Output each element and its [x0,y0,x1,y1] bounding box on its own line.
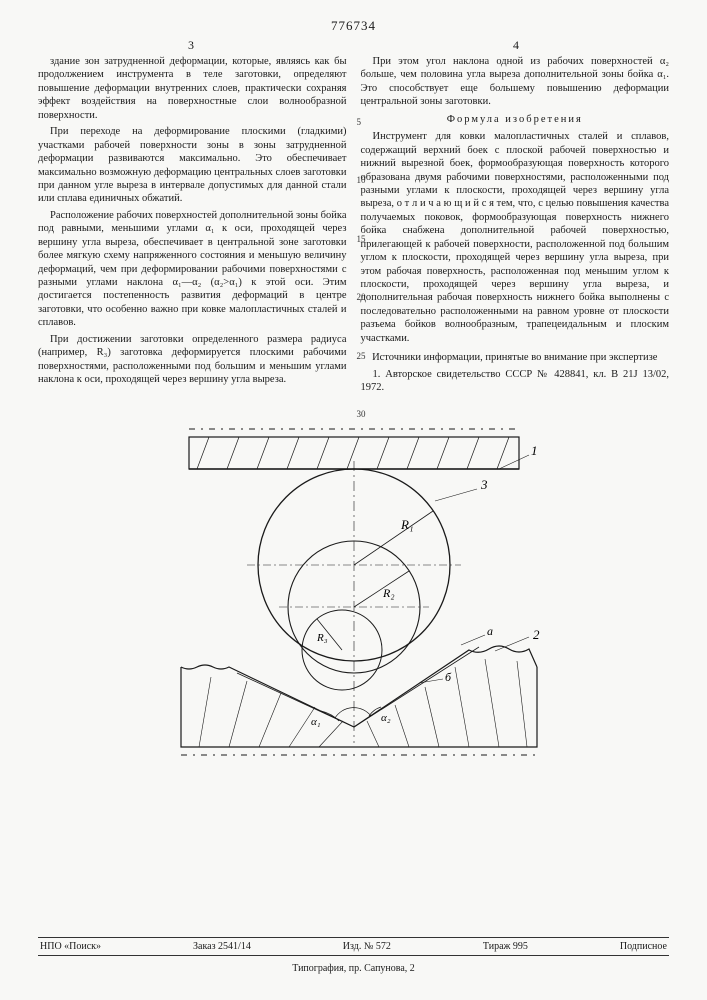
right-col-num: 4 [513,38,519,53]
formula-title: Формула изобретения [361,113,670,126]
technical-figure: R₁ R₂ R₃ 1 2 3 a б α₁ α₂ [38,425,669,765]
footer-izd: Изд. № 572 [343,941,391,952]
leader-2 [495,637,529,651]
ln-25: 25 [357,351,366,363]
imprint-typography: Типография, пр. Сапунова, 2 [38,963,669,974]
leader-3 [435,489,477,501]
leader-a [461,635,485,645]
left-p3: Расположение рабочих поверхностей дополн… [38,209,347,330]
label-r2: R₂ [382,586,395,600]
right-p3: 1. Авторское свидетельство СССР № 428841… [361,368,670,395]
footer-tirazh: Тираж 995 [483,941,528,952]
sources-title: Источники информации, принятые во вниман… [361,351,670,364]
ln-5: 5 [357,117,366,129]
right-p1: При этом угол наклона одной из рабочих п… [361,55,670,109]
ln-10: 10 [357,175,366,187]
radius-r1 [354,511,433,565]
line-numbers: 5 10 15 20 25 30 35 [357,55,366,417]
ln-30: 30 [357,409,366,417]
ln-20: 20 [357,292,366,304]
label-r3: R₃ [316,632,328,644]
ln-15: 15 [357,234,366,246]
left-col-num: 3 [188,38,194,53]
angle-arc-a2 [369,707,381,716]
label-b: б [445,670,452,684]
imprint-footer: НПО «Поиск» Заказ 2541/14 Изд. № 572 Тир… [38,937,669,956]
label-r1: R₁ [400,517,413,532]
page: 776734 3 4 здание зон затрудненной дефор… [0,0,707,1000]
label-1: 1 [531,443,538,458]
label-3: 3 [480,477,488,492]
left-p2: При переходе на деформирование плоскими … [38,125,347,206]
label-alpha1: α₁ [311,716,321,728]
left-p4: При достижении заготовки определенного р… [38,333,347,387]
lower-die [181,646,537,755]
column-numbers: 3 4 [38,38,669,53]
label-alpha2: α₂ [381,712,391,724]
left-p1: здание зон затрудненной деформации, кото… [38,55,347,122]
angle-arc-a1 [335,708,371,718]
patent-number: 776734 [38,18,669,34]
right-p2: Инструмент для ковки малопластичных стал… [361,130,670,345]
left-column: здание зон затрудненной деформации, кото… [38,55,347,417]
leader-1 [499,455,529,469]
footer-org: НПО «Поиск» [40,941,101,952]
label-2: 2 [533,627,540,642]
radius-r2 [354,571,409,607]
right-column: 5 10 15 20 25 30 35 При этом угол наклон… [361,55,670,417]
footer-order: Заказ 2541/14 [193,941,251,952]
footer-sub: Подписное [620,941,667,952]
text-columns: здание зон затрудненной деформации, кото… [38,55,669,417]
label-a: a [487,624,493,638]
